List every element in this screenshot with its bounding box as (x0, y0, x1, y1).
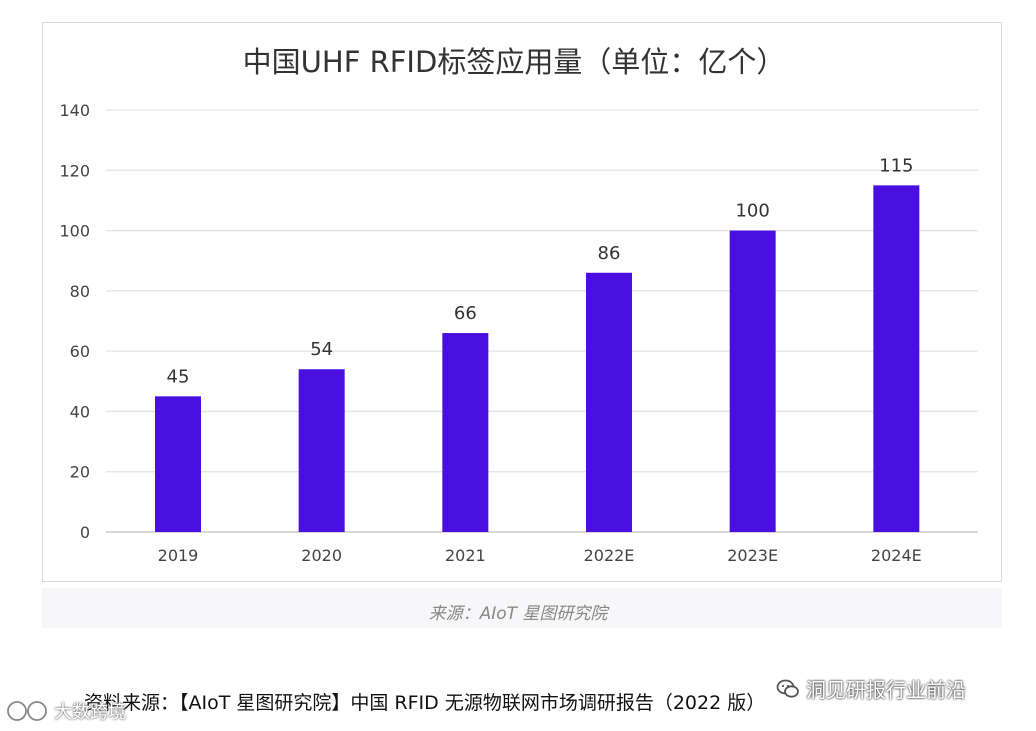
x-tick-label: 2022E (584, 546, 635, 565)
bar (155, 396, 201, 532)
wechat-icon (776, 679, 799, 698)
y-tick-label: 60 (70, 342, 90, 361)
x-tick-label: 2020 (301, 546, 342, 565)
data-labels: 45 54 66 86 100 115 (167, 155, 914, 387)
report-source-text: 资料来源：【AIoT 星图研究院】中国 RFID 无源物联网市场调研报告（202… (84, 692, 766, 714)
brand-text: 洞见研报行业前沿 (806, 678, 966, 702)
bar-value-label: 54 (310, 339, 333, 360)
chart-title: 中国UHF RFID标签应用量（单位：亿个） (243, 45, 786, 79)
gridlines (106, 109, 978, 533)
y-tick-label: 120 (59, 161, 90, 180)
brand-watermark: 洞见研报行业前沿 (776, 674, 966, 703)
bar-chart: 中国UHF RFID标签应用量（单位：亿个） 0 20 40 60 80 100 120 14… (59, 45, 978, 565)
y-tick-label: 100 (59, 222, 90, 241)
y-tick-label: 140 (59, 101, 90, 120)
chart-card (42, 22, 1002, 582)
x-tick-label: 2023E (727, 546, 778, 565)
creative-commons-icon (7, 701, 47, 721)
bar (586, 272, 632, 532)
corner-watermark: 大数跨境 (6, 698, 126, 724)
bar-value-label: 115 (879, 155, 913, 176)
chart-source-note: 来源：AIoT 星图研究院 (428, 604, 608, 624)
bar (873, 185, 920, 532)
y-axis-ticks: 0 20 40 60 80 100 120 140 (59, 101, 90, 542)
x-tick-label: 2019 (158, 546, 199, 565)
bar (442, 333, 489, 532)
corner-watermark-text: 大数跨境 (54, 702, 126, 723)
x-tick-label: 2024E (871, 546, 922, 565)
bars (155, 185, 920, 533)
bar (729, 230, 776, 533)
bar-value-label: 66 (454, 303, 477, 324)
y-tick-label: 40 (70, 402, 90, 421)
source-strip (42, 588, 1002, 628)
x-tick-label: 2021 (445, 546, 486, 565)
y-tick-label: 0 (80, 523, 90, 542)
x-axis-ticks: 2019 2020 2021 2022E 2023E 2024E (158, 546, 922, 565)
y-tick-label: 80 (70, 282, 90, 301)
y-tick-label: 20 (70, 463, 90, 482)
bar-value-label: 100 (735, 201, 769, 222)
bar (298, 369, 345, 532)
bar-value-label: 45 (167, 366, 190, 387)
bar-value-label: 86 (598, 243, 621, 264)
